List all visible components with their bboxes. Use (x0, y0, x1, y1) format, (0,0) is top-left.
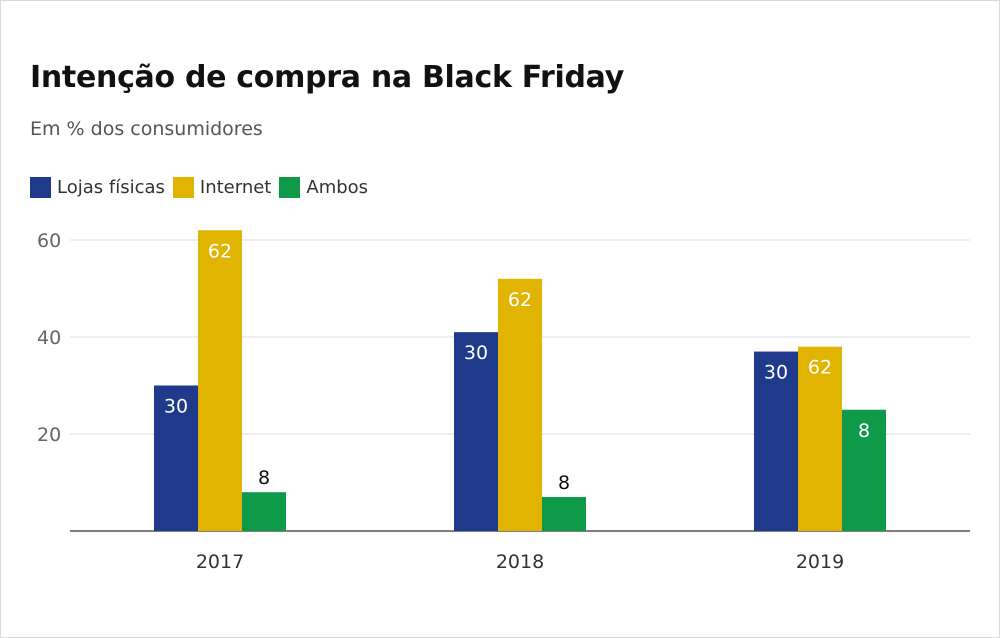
bar (454, 332, 498, 531)
y-tick-label: 60 (37, 230, 61, 252)
legend-swatch-ambos (279, 177, 301, 198)
chart-subtitle: Em % dos consumidores (30, 118, 263, 140)
bar (842, 409, 886, 531)
data-label: 30 (764, 362, 788, 384)
y-tick-label: 20 (37, 424, 61, 446)
bar (542, 497, 586, 531)
bar (754, 351, 798, 531)
data-label: 8 (258, 467, 270, 489)
bar (798, 346, 842, 531)
y-tick-label: 40 (37, 327, 61, 349)
data-label: 62 (508, 289, 532, 311)
x-tick-label: 2017 (196, 551, 244, 573)
legend-item-ambos: Ambos (279, 177, 368, 198)
x-tick-label: 2018 (496, 551, 544, 573)
legend-item-internet: Internet (172, 177, 272, 198)
chart-title: Intenção de compra na Black Friday (30, 60, 624, 95)
data-label: 8 (858, 420, 870, 442)
data-label: 62 (808, 357, 832, 379)
legend-swatch-internet (172, 177, 194, 198)
bar (154, 385, 198, 531)
legend-item-lojas-fisicas: Lojas físicas (30, 177, 165, 198)
legend-swatch-lojas-fisicas (30, 177, 51, 198)
bar (498, 278, 542, 531)
bar (198, 230, 242, 532)
bar (242, 492, 286, 531)
legend-label-ambos: Ambos (306, 177, 369, 198)
data-label: 30 (164, 396, 188, 418)
x-tick-label: 2019 (796, 551, 844, 573)
data-label: 62 (208, 240, 232, 262)
chart-legend: Lojas físicas Internet Ambos (30, 177, 376, 198)
data-label: 8 (558, 472, 570, 494)
legend-label-internet: Internet (199, 177, 272, 198)
legend-label-lojas-fisicas: Lojas físicas (57, 177, 165, 198)
data-label: 30 (464, 342, 488, 364)
